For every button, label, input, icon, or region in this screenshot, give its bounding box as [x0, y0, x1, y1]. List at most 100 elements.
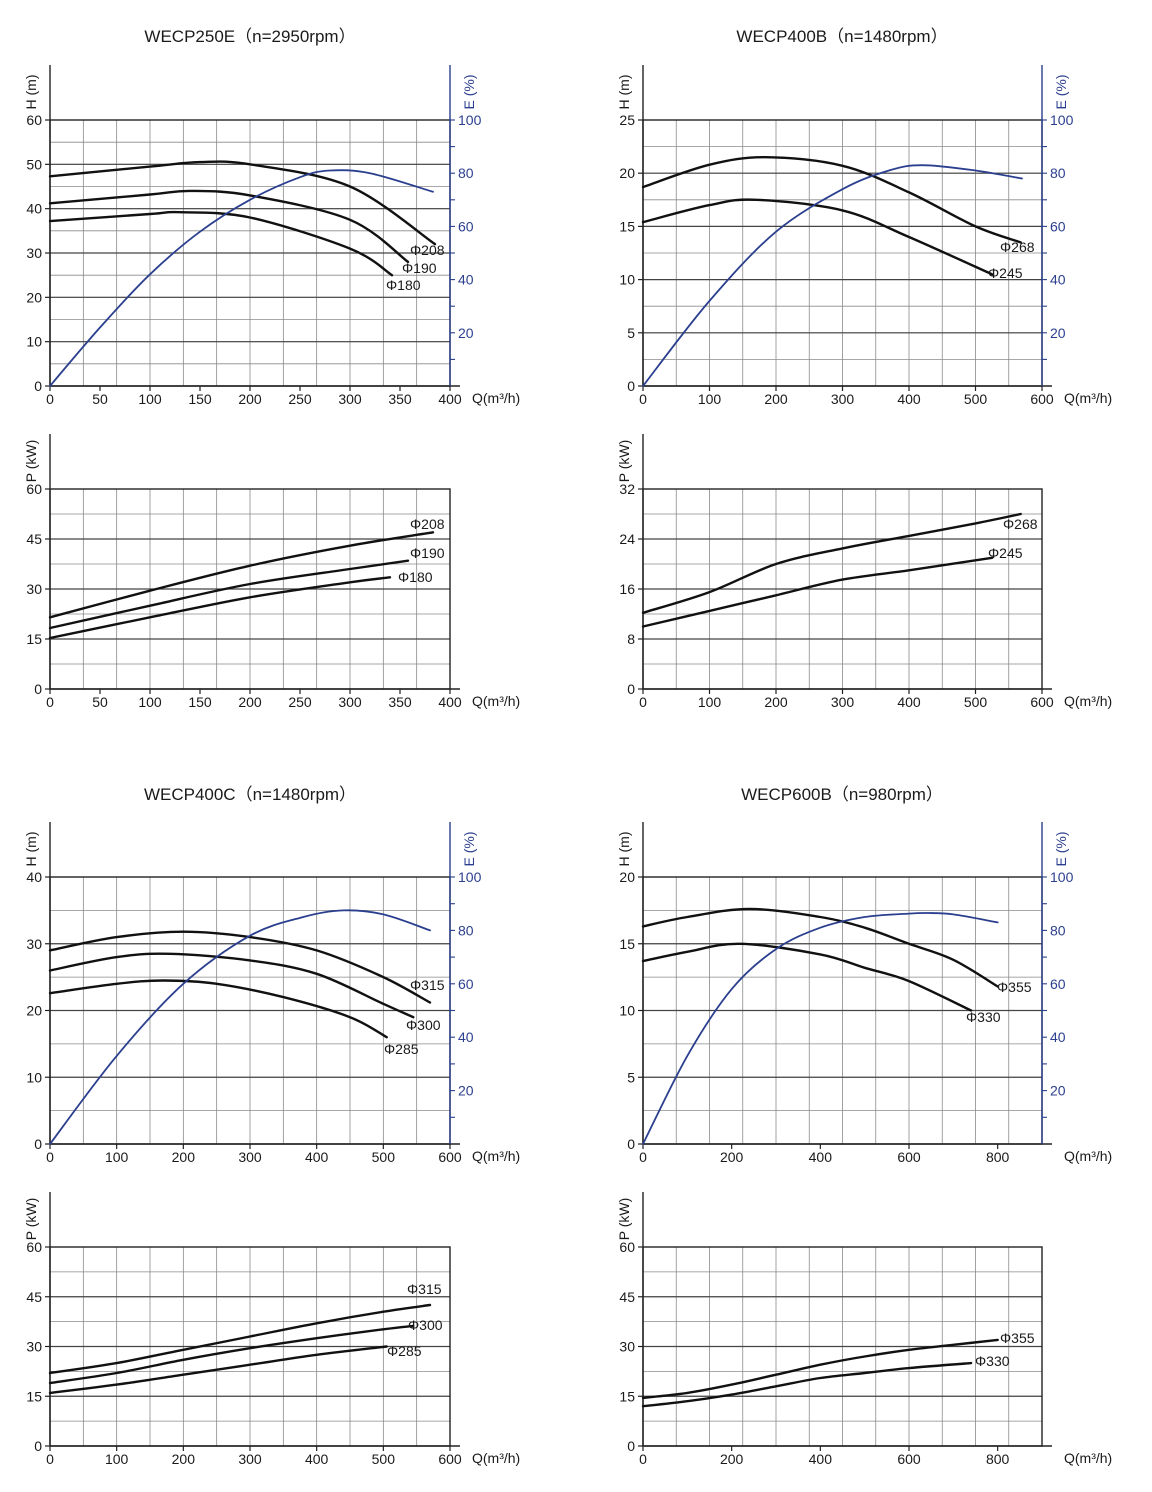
x-axis-label: Q(m³/h) — [472, 390, 520, 406]
e-axis-label: E (%) — [1053, 832, 1069, 867]
y-tick-label: 40 — [26, 869, 42, 885]
y-tick-label: 0 — [627, 681, 635, 697]
y-tick-label: 0 — [627, 378, 635, 394]
y-tick-label: 24 — [619, 531, 635, 547]
y-tick-label: 60 — [619, 1239, 635, 1255]
curve-Φ190 — [48, 189, 410, 264]
y-tick-label: 0 — [627, 1136, 635, 1152]
x-tick-label: 150 — [188, 694, 212, 710]
curve-label: Φ330 — [975, 1353, 1010, 1369]
y-tick-label: 45 — [619, 1289, 635, 1305]
chart-1-power-panel: 0 8 16 24 32 0 100 200 300 400 500 600 Q(m³/h) P (kW)… — [616, 434, 1112, 710]
curve-Φ330 — [641, 1361, 973, 1408]
y-tick-label: 20 — [619, 869, 635, 885]
y-tick-label: 10 — [619, 1003, 635, 1019]
e-tick-label: 20 — [458, 1083, 474, 1099]
y-axis-label: H (m) — [616, 832, 632, 867]
x-tick-label: 300 — [338, 391, 362, 407]
y-tick-label: 30 — [26, 245, 42, 261]
curve-label: Φ285 — [384, 1041, 419, 1057]
x-tick-label: 350 — [388, 391, 412, 407]
x-tick-label: 600 — [897, 1451, 921, 1467]
x-tick-label: 800 — [986, 1149, 1010, 1165]
x-tick-label: 200 — [238, 391, 262, 407]
x-tick-label: 250 — [288, 391, 312, 407]
chart-title-wecp600b: WECP600B（n=980rpm） — [741, 785, 943, 804]
e-tick-label: 100 — [458, 112, 482, 128]
e-tick-label: 40 — [458, 1029, 474, 1045]
e-tick-label: 40 — [458, 272, 474, 288]
x-tick-label: 250 — [288, 694, 312, 710]
y-tick-label: 10 — [619, 272, 635, 288]
y-tick-label: 15 — [619, 218, 635, 234]
x-tick-label: 400 — [438, 694, 462, 710]
e-tick-label: 80 — [458, 165, 474, 181]
x-tick-label: 100 — [105, 1149, 129, 1165]
e-tick-label: 20 — [458, 325, 474, 341]
curve-label: Φ190 — [402, 260, 437, 276]
y-tick-label: 30 — [26, 581, 42, 597]
chart-0-head-efficiency-panel: 0 10 20 30 40 50 60 0 50 100 150 200 250 300 350 400 Q(m… — [23, 65, 520, 407]
e-tick-label: 100 — [1050, 112, 1074, 128]
y-tick-label: 5 — [627, 325, 635, 341]
x-tick-label: 500 — [964, 391, 988, 407]
y-tick-label: 40 — [26, 201, 42, 217]
y-tick-label: 10 — [26, 1069, 42, 1085]
x-tick-label: 600 — [1030, 391, 1054, 407]
y-tick-label: 0 — [34, 1438, 42, 1454]
curve-Φ245 — [641, 198, 994, 276]
e-tick-label: 40 — [1050, 272, 1066, 288]
chart-1-head-efficiency-panel: 0 5 10 15 20 25 0 100 200 300 400 500 600 Q(m³/h) H (m… — [616, 65, 1112, 407]
y-tick-label: 15 — [619, 936, 635, 952]
x-axis-label: Q(m³/h) — [1064, 693, 1112, 709]
x-tick-label: 400 — [305, 1149, 329, 1165]
e-tick-label: 100 — [1050, 869, 1074, 885]
x-tick-label: 300 — [338, 694, 362, 710]
x-tick-label: 0 — [639, 1451, 647, 1467]
x-tick-label: 0 — [639, 694, 647, 710]
x-tick-label: 100 — [698, 391, 722, 407]
x-axis-label: Q(m³/h) — [1064, 390, 1112, 406]
x-axis-label: Q(m³/h) — [472, 693, 520, 709]
curve-label: Φ315 — [407, 1281, 442, 1297]
curve-Φ208 — [48, 531, 435, 619]
x-tick-label: 0 — [46, 391, 54, 407]
y-tick-label: 0 — [627, 1438, 635, 1454]
curve-Φ268 — [641, 155, 1022, 244]
x-axis-label: Q(m³/h) — [472, 1148, 520, 1164]
curve-label: Φ268 — [1003, 516, 1038, 532]
chart-title-wecp400c: WECP400C（n=1480rpm） — [143, 785, 357, 804]
curve-label: Φ180 — [386, 277, 421, 293]
curve-label: Φ245 — [988, 265, 1023, 281]
curve-Φ315 — [48, 930, 432, 1004]
curve-Φ268 — [641, 512, 1022, 614]
y-axis-label: P (kW) — [616, 440, 632, 483]
x-axis-label: Q(m³/h) — [472, 1450, 520, 1466]
curve-label: Φ245 — [988, 545, 1023, 561]
y-tick-label: 15 — [26, 631, 42, 647]
e-tick-label: 80 — [1050, 922, 1066, 938]
x-tick-label: 100 — [138, 391, 162, 407]
curve-Φ208 — [48, 160, 437, 246]
y-axis-label: P (kW) — [23, 440, 39, 483]
e-axis-label: E (%) — [461, 75, 477, 110]
y-tick-label: 30 — [26, 936, 42, 952]
y-tick-label: 30 — [619, 1339, 635, 1355]
curve-Φ285 — [48, 1345, 388, 1395]
curve-label: Φ208 — [410, 242, 445, 258]
curve-Φ355 — [641, 1338, 999, 1400]
e-tick-label: 60 — [458, 976, 474, 992]
y-tick-label: 20 — [26, 289, 42, 305]
e-tick-label: 80 — [1050, 165, 1066, 181]
x-tick-label: 350 — [388, 694, 412, 710]
curve-Φ180 — [48, 576, 392, 640]
x-tick-label: 300 — [238, 1149, 262, 1165]
x-tick-label: 0 — [46, 694, 54, 710]
curve-Φ300 — [48, 952, 415, 1019]
x-tick-label: 400 — [897, 694, 921, 710]
e-tick-label: 60 — [458, 218, 474, 234]
curve-label: Φ180 — [398, 569, 433, 585]
y-tick-label: 50 — [26, 156, 42, 172]
